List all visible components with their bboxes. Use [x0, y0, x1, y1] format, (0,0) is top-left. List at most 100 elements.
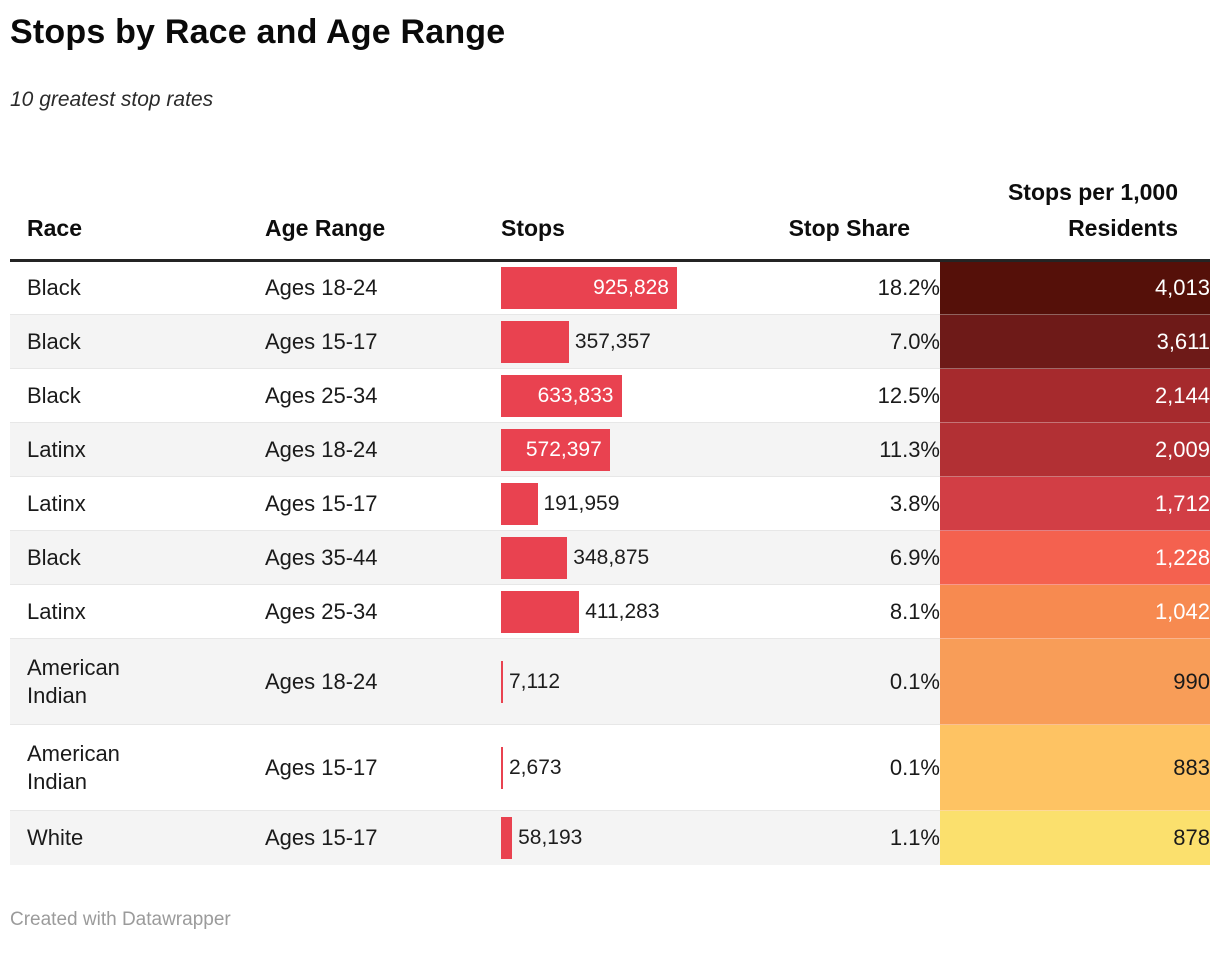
- stops-cell: 572,397: [484, 422, 675, 477]
- stop-share-cell: 0.1%: [675, 638, 940, 725]
- table-body: Black Ages 18-24 925,828 18.2% 4,013 Black Age…: [10, 260, 1210, 865]
- table-row: American Indian Ages 18-24 7,112 0.1% 990: [10, 638, 1210, 725]
- stops-bar: [501, 590, 580, 633]
- page-title: Stops by Race and Age Range: [10, 13, 506, 51]
- stops-cell: 191,959: [484, 476, 675, 531]
- stops-per-1000-heatmap-cell: 3,611: [940, 314, 1210, 369]
- race-value: American Indian: [27, 654, 120, 708]
- stop-share-cell: 7.0%: [675, 314, 940, 369]
- column-header-stops-per-1000: Stops per 1,000 Residents: [940, 174, 1210, 262]
- age-range-cell: Ages 15-17: [248, 476, 484, 531]
- stops-cell: 925,828: [484, 260, 677, 315]
- column-header-stop-share: Stop Share: [675, 174, 940, 262]
- stops-bar-wrap: 572,397: [501, 428, 675, 471]
- stops-table: Race Age Range Stops Stop Share Stops pe…: [10, 174, 1210, 865]
- stops-bar: 925,828: [501, 267, 677, 309]
- stop-share-cell: 1.1%: [675, 810, 940, 865]
- stops-per-1000-heatmap-cell: 2,009: [940, 422, 1210, 477]
- stops-cell: 2,673: [484, 724, 675, 811]
- race-cell: Black: [10, 368, 248, 423]
- stops-value-label: 191,959: [543, 491, 620, 515]
- age-range-cell: Ages 35-44: [248, 530, 484, 585]
- race-cell: Black: [10, 314, 248, 369]
- age-range-cell: Ages 18-24: [248, 260, 484, 315]
- stop-share-cell: 0.1%: [675, 724, 940, 811]
- stop-share-cell: 11.3%: [675, 422, 940, 477]
- stops-value-label: 7,112: [509, 669, 560, 693]
- stops-bar: 572,397: [501, 428, 610, 471]
- age-range-cell: Ages 15-17: [248, 314, 484, 369]
- age-range-cell: Ages 25-34: [248, 368, 484, 423]
- race-cell: Black: [10, 260, 248, 315]
- stops-value-label: 357,357: [574, 329, 651, 353]
- stops-value-label: 633,833: [537, 383, 614, 407]
- race-cell: Black: [10, 530, 248, 585]
- age-range-cell: Ages 15-17: [248, 810, 484, 865]
- stops-bar: [501, 746, 503, 789]
- age-range-cell: Ages 25-34: [248, 584, 484, 639]
- stops-cell: 7,112: [484, 638, 675, 725]
- stops-bar-wrap: 357,357: [501, 320, 675, 363]
- age-range-cell: Ages 18-24: [248, 638, 484, 725]
- stops-value-label: 58,193: [518, 825, 583, 849]
- column-header-age-range: Age Range: [248, 174, 484, 262]
- stops-bar: [501, 660, 503, 703]
- stops-bar: [501, 482, 538, 525]
- column-header-race: Race: [10, 174, 248, 262]
- stop-share-cell: 3.8%: [675, 476, 940, 531]
- stops-value-label: 348,875: [573, 545, 650, 569]
- table-row: Latinx Ages 25-34 411,283 8.1% 1,042: [10, 584, 1210, 639]
- age-range-cell: Ages 15-17: [248, 724, 484, 811]
- table-row: Black Ages 35-44 348,875 6.9% 1,228: [10, 530, 1210, 585]
- stops-cell: 357,357: [484, 314, 675, 369]
- stops-cell: 348,875: [484, 530, 675, 585]
- table-row: Black Ages 15-17 357,357 7.0% 3,611: [10, 314, 1210, 369]
- stops-bar-wrap: 7,112: [501, 660, 675, 703]
- stops-per-1000-heatmap-cell: 1,712: [940, 476, 1210, 531]
- race-value: Black: [27, 382, 81, 408]
- race-cell: Latinx: [10, 584, 248, 639]
- stops-bar-wrap: 633,833: [501, 374, 675, 417]
- table-row: Black Ages 18-24 925,828 18.2% 4,013: [10, 260, 1210, 315]
- race-cell: White: [10, 810, 248, 865]
- table-row: White Ages 15-17 58,193 1.1% 878: [10, 810, 1210, 865]
- stops-bar-wrap: 191,959: [501, 482, 675, 525]
- race-value: Black: [27, 275, 81, 300]
- table-row: Latinx Ages 18-24 572,397 11.3% 2,009: [10, 422, 1210, 477]
- stops-bar: [501, 816, 513, 859]
- stops-cell: 58,193: [484, 810, 675, 865]
- race-cell: Latinx: [10, 476, 248, 531]
- stops-per-1000-heatmap-cell: 883: [940, 724, 1210, 811]
- datawrapper-credit[interactable]: Created with Datawrapper: [10, 908, 231, 930]
- stops-per-1000-heatmap-cell: 1,042: [940, 584, 1210, 639]
- stops-value-label: 572,397: [525, 437, 602, 461]
- stops-bar: [501, 320, 569, 363]
- race-value: Latinx: [27, 598, 86, 624]
- stops-bar: 633,833: [501, 374, 622, 417]
- stops-value-label: 411,283: [585, 599, 660, 623]
- stops-bar: [501, 536, 568, 579]
- stops-cell: 411,283: [484, 584, 675, 639]
- race-cell: American Indian: [10, 724, 248, 811]
- stops-value-label: 2,673: [509, 755, 562, 779]
- stops-per-1000-heatmap-cell: 878: [940, 810, 1210, 865]
- stop-share-cell: 6.9%: [675, 530, 940, 585]
- race-value: American Indian: [27, 740, 120, 794]
- race-cell: American Indian: [10, 638, 248, 725]
- race-value: Latinx: [27, 436, 86, 462]
- column-header-stops: Stops: [484, 174, 675, 262]
- stops-cell: 633,833: [484, 368, 675, 423]
- age-range-cell: Ages 18-24: [248, 422, 484, 477]
- race-cell: Latinx: [10, 422, 248, 477]
- stops-per-1000-heatmap-cell: 990: [940, 638, 1210, 725]
- table-row: Latinx Ages 15-17 191,959 3.8% 1,712: [10, 476, 1210, 531]
- stops-per-1000-heatmap-cell: 2,144: [940, 368, 1210, 423]
- stop-share-cell: 18.2%: [675, 260, 940, 315]
- stops-value-label: 925,828: [593, 276, 669, 299]
- stop-share-cell: 12.5%: [675, 368, 940, 423]
- race-value: Black: [27, 544, 81, 570]
- stop-share-cell: 8.1%: [675, 584, 940, 639]
- table-row: Black Ages 25-34 633,833 12.5% 2,144: [10, 368, 1210, 423]
- race-value: Latinx: [27, 490, 86, 516]
